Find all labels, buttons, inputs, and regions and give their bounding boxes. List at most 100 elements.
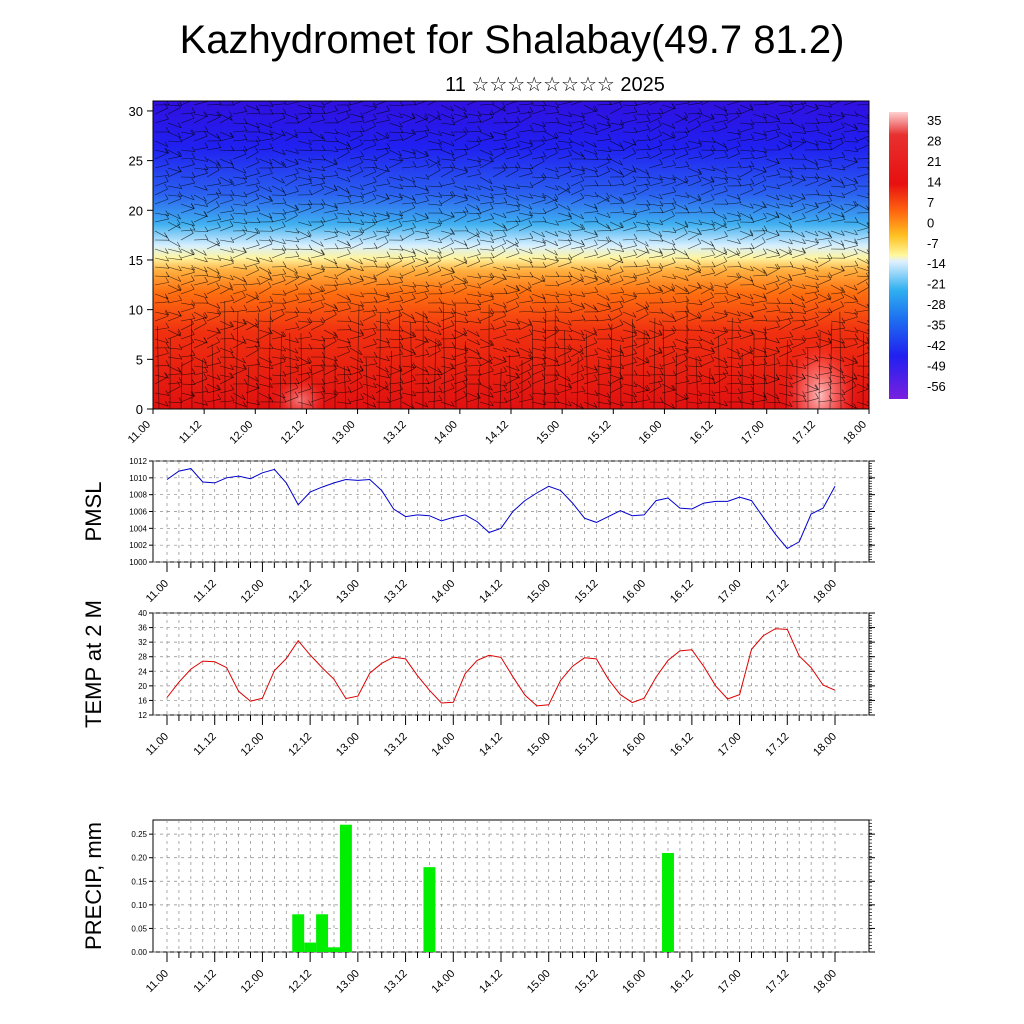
wind-barb-feather xyxy=(789,201,793,207)
wind-barb xyxy=(492,315,507,322)
wind-barb xyxy=(570,319,585,322)
wind-barb-feather xyxy=(555,297,560,303)
wind-barb-feather xyxy=(568,320,572,326)
wind-barb xyxy=(180,232,194,241)
wind-barb xyxy=(453,215,467,223)
wind-barb xyxy=(440,131,455,137)
wind-barb-feather xyxy=(685,142,689,148)
colorbar-label: -28 xyxy=(927,297,946,312)
wind-barb-feather xyxy=(567,230,572,236)
wind-barb xyxy=(518,347,533,354)
wind-barb-feather xyxy=(555,102,560,108)
wind-barb-feather xyxy=(722,219,727,225)
wind-barb-feather xyxy=(268,186,272,193)
wind-barb-feather xyxy=(698,229,702,235)
wind-barb-feather xyxy=(579,344,584,351)
wind-barb-feather xyxy=(321,216,326,223)
wind-barb-feather xyxy=(190,249,194,256)
wind-barb xyxy=(427,225,442,232)
wind-barb xyxy=(206,362,221,367)
wind-barb xyxy=(609,248,624,252)
wind-barb-feather xyxy=(528,318,532,325)
wind-barb xyxy=(596,266,611,270)
wind-barb-feather xyxy=(788,141,792,148)
wind-barb xyxy=(804,180,819,187)
wind-barb xyxy=(817,329,832,336)
wind-barb-feather xyxy=(450,311,455,317)
wind-barb-feather xyxy=(216,303,221,309)
wind-barb-feather xyxy=(789,359,794,366)
wind-barb xyxy=(713,140,727,148)
wind-barb-feather xyxy=(386,143,391,149)
wind-barb xyxy=(830,142,844,151)
wind-barb-feather xyxy=(230,384,234,390)
wind-barb xyxy=(323,131,338,135)
wind-barb-feather xyxy=(711,346,715,353)
wind-barb xyxy=(765,379,780,385)
wind-barb-feather xyxy=(529,167,533,174)
wind-barb xyxy=(726,166,741,169)
wind-barb-feather xyxy=(789,382,793,388)
wind-barb-feather xyxy=(633,391,637,397)
wind-barb-feather xyxy=(580,373,585,379)
wind-barb-feather xyxy=(775,283,779,289)
wind-barb xyxy=(167,315,182,322)
wind-barb xyxy=(193,185,208,191)
wind-barb xyxy=(232,194,247,198)
wind-barb xyxy=(414,185,429,191)
wind-barb-feather xyxy=(229,347,234,354)
wind-barb-feather xyxy=(165,373,169,379)
wind-barb-feather xyxy=(828,102,833,108)
wind-barb-feather xyxy=(802,268,806,274)
wind-barb xyxy=(154,275,169,277)
wind-barb xyxy=(661,329,676,332)
y-tick-label: 10 xyxy=(129,303,143,318)
wind-barb xyxy=(518,333,533,340)
wind-barb xyxy=(518,300,533,304)
wind-barb xyxy=(193,365,208,369)
wind-barb xyxy=(518,248,533,254)
wind-barb-feather xyxy=(750,279,755,285)
wind-barb-feather xyxy=(463,167,468,173)
wind-barb xyxy=(713,311,728,316)
wind-barb xyxy=(570,197,584,205)
wind-barb xyxy=(414,212,429,219)
wind-barb-feather xyxy=(267,268,272,274)
wind-barb-feather xyxy=(307,111,311,117)
wind-barb-feather xyxy=(723,264,727,271)
wind-barb xyxy=(713,342,728,349)
wind-barb-feather xyxy=(620,286,625,293)
wind-barb-feather xyxy=(256,107,261,114)
wind-barb-feather xyxy=(697,175,702,182)
wind-barb xyxy=(193,316,208,322)
wind-barb-feather xyxy=(425,386,430,392)
colorbar-label: 7 xyxy=(927,195,934,210)
wind-barb xyxy=(583,203,598,209)
wind-barb xyxy=(258,383,273,388)
y-tick-label: 0.20 xyxy=(131,854,147,863)
wind-barb xyxy=(245,320,259,329)
wind-barb-feather xyxy=(658,265,663,271)
wind-barb-feather xyxy=(308,257,312,263)
wind-barb-feather xyxy=(529,305,534,312)
wind-barb xyxy=(154,401,169,407)
wind-barb xyxy=(622,329,637,334)
wind-barb xyxy=(791,198,805,205)
wind-barb-feather xyxy=(541,138,545,144)
wind-barb xyxy=(440,113,455,120)
wind-barb-feather xyxy=(256,278,261,284)
wind-barb xyxy=(211,344,215,409)
wind-barb xyxy=(401,194,416,201)
wind-barb-feather xyxy=(516,141,520,147)
wind-barb xyxy=(310,188,324,196)
wind-barb xyxy=(843,149,858,153)
wind-barb-feather xyxy=(243,209,248,215)
wind-barb-feather xyxy=(633,339,637,346)
wind-barb xyxy=(388,275,403,279)
wind-barb-feather xyxy=(555,173,560,179)
wind-barb-feather xyxy=(438,218,443,224)
wind-barb xyxy=(778,104,793,107)
wind-barb-feather xyxy=(190,284,195,290)
wind-barb xyxy=(401,227,416,232)
y-tick-label: 15 xyxy=(129,253,143,268)
